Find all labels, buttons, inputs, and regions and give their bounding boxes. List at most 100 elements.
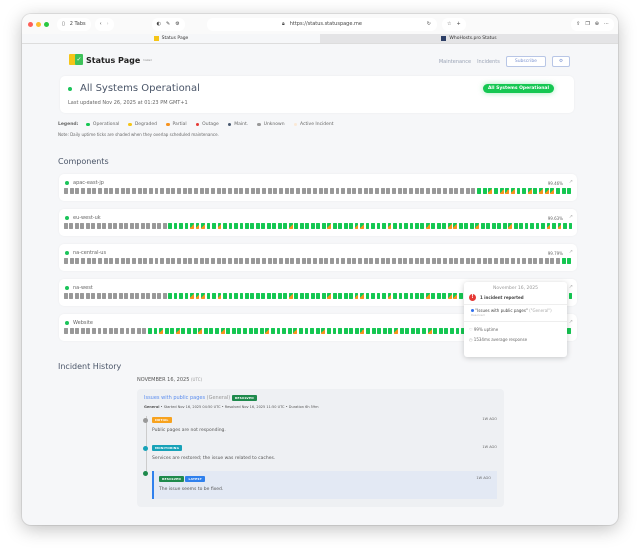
uptime-tick[interactable] xyxy=(74,223,79,229)
uptime-tick[interactable] xyxy=(392,188,397,194)
uptime-tick[interactable] xyxy=(108,328,113,334)
new-tab-icon[interactable]: + xyxy=(456,21,461,27)
uptime-tick[interactable] xyxy=(505,258,510,264)
uptime-tick[interactable] xyxy=(387,223,392,229)
uptime-tick[interactable] xyxy=(233,188,238,194)
uptime-tick[interactable] xyxy=(360,223,364,229)
uptime-tick[interactable] xyxy=(217,293,222,299)
uptime-tick[interactable] xyxy=(283,293,288,299)
uptime-tick[interactable] xyxy=(131,188,136,194)
uptime-tick[interactable] xyxy=(159,328,163,334)
uptime-tick[interactable] xyxy=(377,328,382,334)
uptime-tick[interactable] xyxy=(190,293,194,299)
uptime-tick[interactable] xyxy=(177,258,182,264)
uptime-tick[interactable] xyxy=(96,223,101,229)
uptime-tick[interactable] xyxy=(64,293,68,299)
uptime-tick[interactable] xyxy=(349,293,353,299)
uptime-tick[interactable] xyxy=(369,188,374,194)
uptime-tick[interactable] xyxy=(519,223,523,229)
uptime-tick[interactable] xyxy=(215,328,219,334)
uptime-tick[interactable] xyxy=(414,258,419,264)
uptime-tick[interactable] xyxy=(318,188,323,194)
nav-maintenance[interactable]: Maintenance xyxy=(438,58,472,65)
uptime-tick[interactable] xyxy=(157,293,162,299)
uptime-tick[interactable] xyxy=(497,223,502,229)
uptime-tick[interactable] xyxy=(107,293,112,299)
uptime-tick[interactable] xyxy=(237,328,242,334)
uptime-tick[interactable] xyxy=(437,188,442,194)
uptime-tick[interactable] xyxy=(273,258,278,264)
uptime-tick[interactable] xyxy=(426,258,430,264)
uptime-tick[interactable] xyxy=(233,258,238,264)
uptime-tick[interactable] xyxy=(442,188,447,194)
uptime-tick[interactable] xyxy=(295,188,300,194)
uptime-tick[interactable] xyxy=(371,223,375,229)
uptime-tick[interactable] xyxy=(420,258,425,264)
uptime-tick[interactable] xyxy=(131,258,136,264)
uptime-tick[interactable] xyxy=(228,188,232,194)
uptime-tick[interactable] xyxy=(86,258,91,264)
uptime-tick[interactable] xyxy=(171,258,176,264)
uptime-tick[interactable] xyxy=(75,258,80,264)
uptime-tick[interactable] xyxy=(458,223,463,229)
uptime-tick[interactable] xyxy=(310,223,315,229)
uptime-tick[interactable] xyxy=(476,258,481,264)
uptime-tick[interactable] xyxy=(113,223,118,229)
uptime-tick[interactable] xyxy=(80,223,85,229)
uptime-tick[interactable] xyxy=(386,188,391,194)
uptime-tick[interactable] xyxy=(284,258,289,264)
uptime-tick[interactable] xyxy=(135,293,140,299)
uptime-tick[interactable] xyxy=(499,188,504,194)
uptime-tick[interactable] xyxy=(177,188,182,194)
uptime-tick[interactable] xyxy=(96,293,101,299)
uptime-tick[interactable] xyxy=(157,223,162,229)
uptime-tick[interactable] xyxy=(324,258,329,264)
uptime-tick[interactable] xyxy=(354,328,359,334)
uptime-tick[interactable] xyxy=(64,223,68,229)
uptime-tick[interactable] xyxy=(64,258,68,264)
uptime-tick[interactable] xyxy=(324,188,329,194)
uptime-tick[interactable] xyxy=(294,223,299,229)
uptime-tick[interactable] xyxy=(107,223,112,229)
uptime-tick[interactable] xyxy=(436,293,441,299)
uptime-tick[interactable] xyxy=(97,258,102,264)
uptime-tick[interactable] xyxy=(375,188,380,194)
uptime-tick[interactable] xyxy=(270,328,275,334)
uptime-tick[interactable] xyxy=(522,258,527,264)
uptime-tick[interactable] xyxy=(316,293,321,299)
gear-icon[interactable]: ⚙ xyxy=(551,56,570,67)
uptime-tick[interactable] xyxy=(360,293,364,299)
uptime-tick[interactable] xyxy=(187,328,191,334)
uptime-tick[interactable] xyxy=(409,258,413,264)
extension-icon[interactable]: ✎ xyxy=(165,21,171,27)
uptime-tick[interactable] xyxy=(109,258,114,264)
uptime-tick[interactable] xyxy=(171,188,176,194)
uptime-tick[interactable] xyxy=(380,188,385,194)
uptime-tick[interactable] xyxy=(146,223,151,229)
uptime-tick[interactable] xyxy=(442,293,447,299)
uptime-tick[interactable] xyxy=(335,258,340,264)
uptime-tick[interactable] xyxy=(254,328,259,334)
uptime-tick[interactable] xyxy=(436,223,441,229)
uptime-tick[interactable] xyxy=(103,328,108,334)
uptime-tick[interactable] xyxy=(410,328,415,334)
uptime-tick[interactable] xyxy=(125,328,130,334)
uptime-tick[interactable] xyxy=(332,223,337,229)
uptime-tick[interactable] xyxy=(250,293,255,299)
uptime-tick[interactable] xyxy=(305,293,310,299)
external-link-icon[interactable]: ↗ xyxy=(568,284,573,290)
uptime-tick[interactable] xyxy=(393,223,397,229)
uptime-tick[interactable] xyxy=(160,258,165,264)
uptime-tick[interactable] xyxy=(129,223,134,229)
uptime-tick[interactable] xyxy=(206,293,211,299)
uptime-tick[interactable] xyxy=(371,328,376,334)
uptime-tick[interactable] xyxy=(321,293,326,299)
uptime-tick[interactable] xyxy=(448,258,453,264)
uptime-tick[interactable] xyxy=(277,293,282,299)
uptime-tick[interactable] xyxy=(465,258,470,264)
uptime-tick[interactable] xyxy=(397,258,402,264)
uptime-tick[interactable] xyxy=(102,293,107,299)
uptime-tick[interactable] xyxy=(550,188,555,194)
uptime-tick[interactable] xyxy=(307,188,312,194)
uptime-tick[interactable] xyxy=(295,258,300,264)
